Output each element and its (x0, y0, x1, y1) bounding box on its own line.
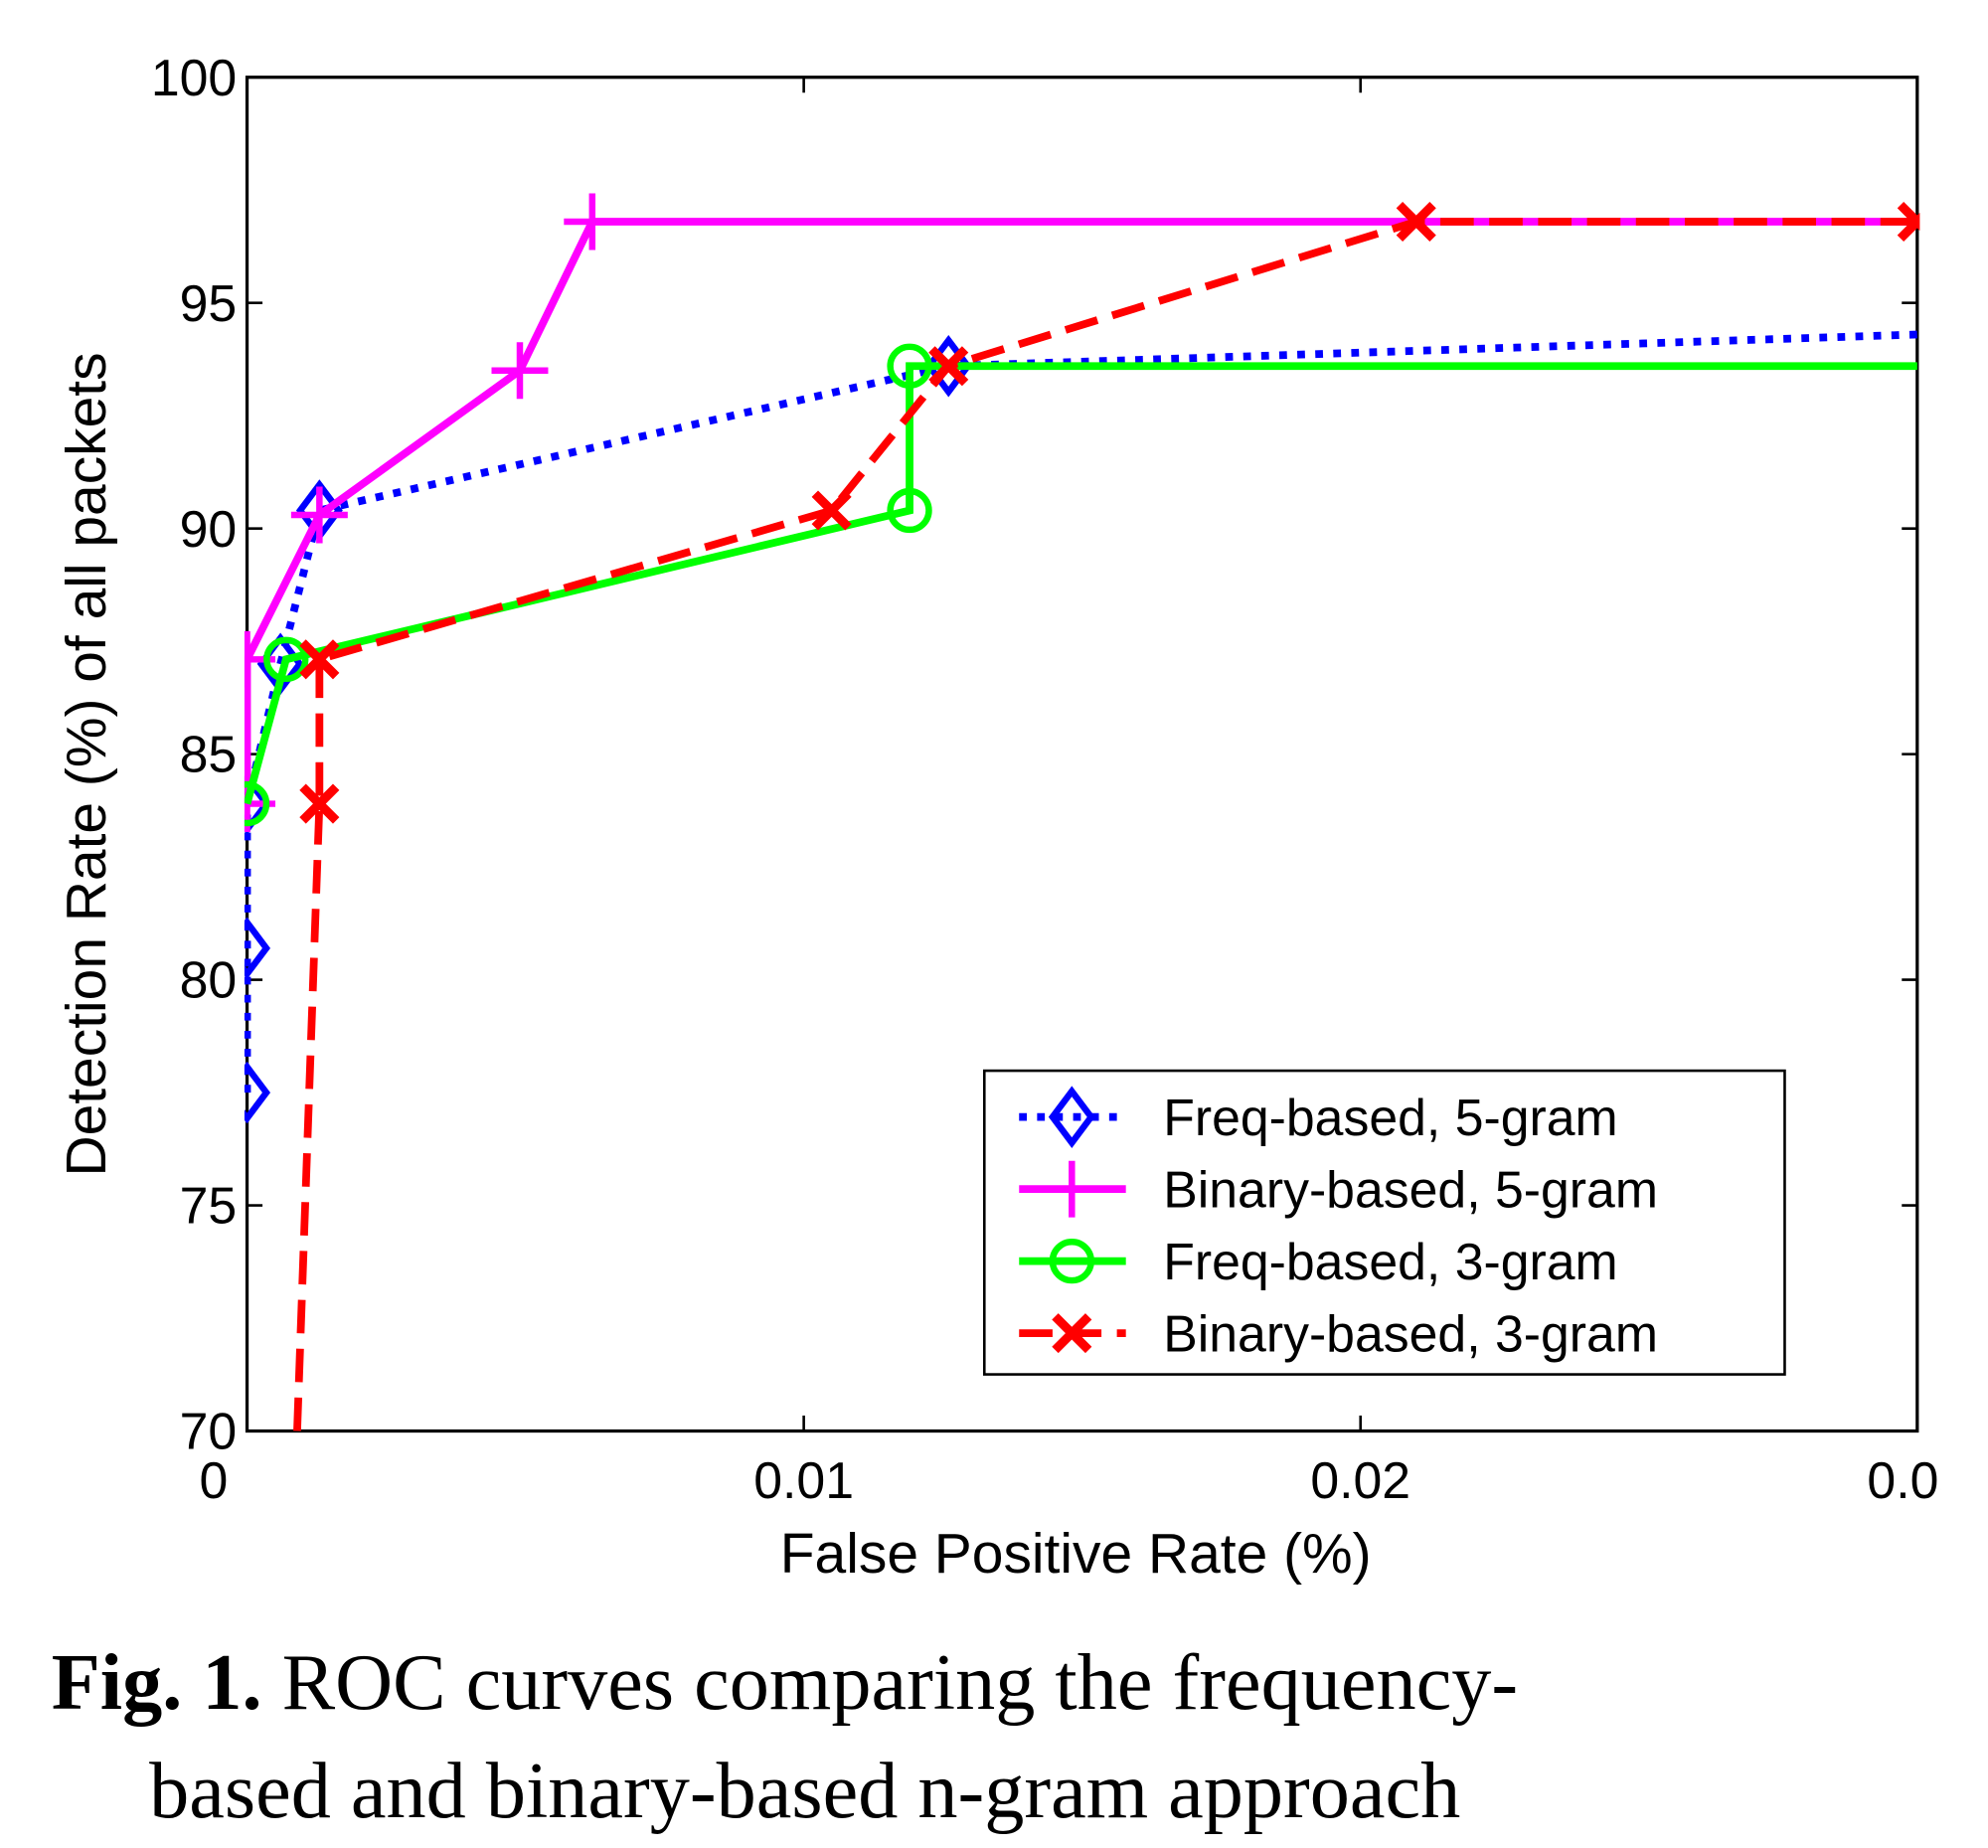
series-freq-based-3-gram (244, 343, 1917, 827)
legend-marker (1048, 1086, 1095, 1148)
data-point-marker (887, 343, 932, 389)
data-point-marker (1396, 201, 1436, 243)
data-point-marker (244, 917, 271, 980)
y-tick-label: 95 (180, 274, 238, 332)
legend-label: Freq-based, 3-gram (1163, 1233, 1617, 1290)
series-line (244, 362, 1917, 805)
x-tick-label: 0.02 (1310, 1451, 1410, 1509)
data-point-marker (887, 487, 932, 534)
legend-entry: Freq-based, 3-gram (1019, 1233, 1618, 1290)
figure-caption-line2: based and binary-based n-gram approach (149, 1747, 1460, 1835)
y-tick-label: 100 (151, 49, 237, 106)
legend: Freq-based, 5-gram Binary-based, 5-gram Fr… (982, 1069, 1786, 1376)
legend-entry: Freq-based, 5-gram (1019, 1086, 1618, 1148)
legend-entry: Binary-based, 3-gram (1019, 1304, 1658, 1362)
figure-label: Fig. 1. (52, 1638, 262, 1727)
y-axis-label: Detection Rate (%) of all packets (55, 352, 118, 1176)
x-tick-label: 0.01 (753, 1451, 854, 1509)
data-point-marker (299, 783, 340, 824)
data-point-marker (299, 639, 340, 680)
data-point-marker (244, 780, 270, 827)
legend-label: Binary-based, 3-gram (1163, 1304, 1658, 1362)
data-point-marker (491, 342, 549, 400)
legend-box (982, 1069, 1786, 1376)
data-point-marker (928, 346, 969, 387)
y-tick-label: 75 (180, 1177, 238, 1235)
legend-marker (1052, 1313, 1092, 1354)
data-point-marker (1897, 201, 1920, 243)
legend-entry: Binary-based, 5-gram (1019, 1160, 1658, 1218)
series-line (244, 330, 1917, 1093)
legend-label: Binary-based, 5-gram (1163, 1160, 1658, 1218)
x-axis-label: False Positive Rate (%) (780, 1522, 1372, 1586)
data-point-marker (290, 486, 348, 544)
series-binary-based-3-gram (293, 201, 1920, 1431)
figure-caption-line1: Fig. 1. ROC curves comparing the frequen… (52, 1638, 1518, 1727)
y-tick-label: 70 (180, 1403, 238, 1460)
data-point-marker (564, 193, 621, 251)
legend-marker (1043, 1160, 1100, 1218)
y-tick-label: 90 (180, 500, 238, 558)
x-tick-label: 0 (199, 1451, 228, 1509)
legend-marker (1049, 1239, 1094, 1284)
data-point-marker (244, 1061, 271, 1124)
legend-label: Freq-based, 5-gram (1163, 1089, 1617, 1146)
x-tick-label: 0.03 (1867, 1451, 1967, 1509)
y-tick-label: 80 (180, 951, 238, 1009)
data-point-marker (811, 490, 852, 531)
y-tick-label: 85 (180, 726, 238, 783)
data-point-marker (263, 636, 309, 682)
